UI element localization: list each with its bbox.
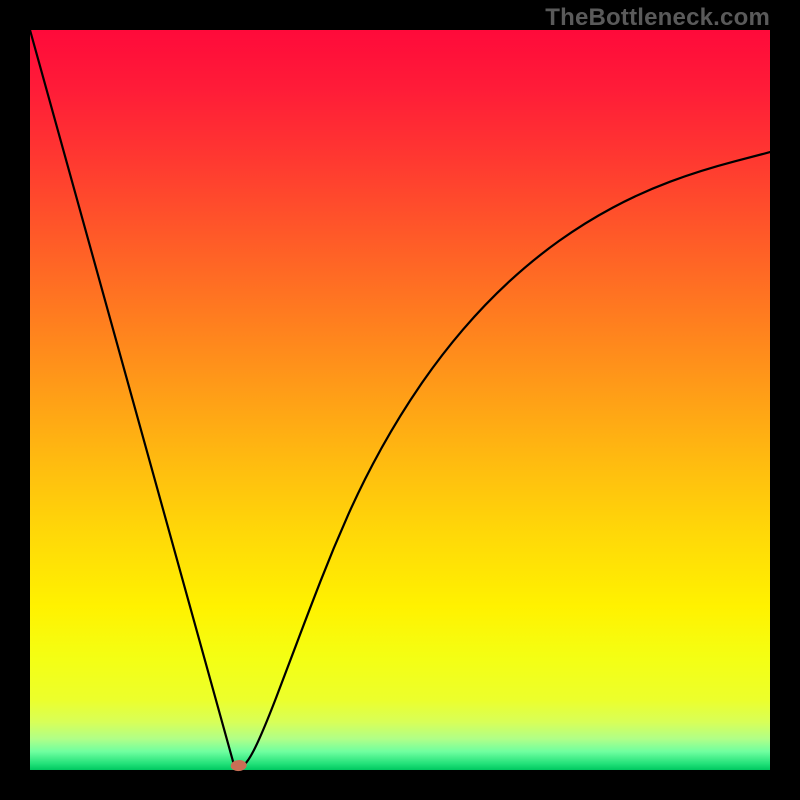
- chart-frame: TheBottleneck.com: [0, 0, 800, 800]
- plot-background: [30, 30, 770, 770]
- watermark-text: TheBottleneck.com: [545, 4, 770, 32]
- chart-svg: [0, 0, 800, 800]
